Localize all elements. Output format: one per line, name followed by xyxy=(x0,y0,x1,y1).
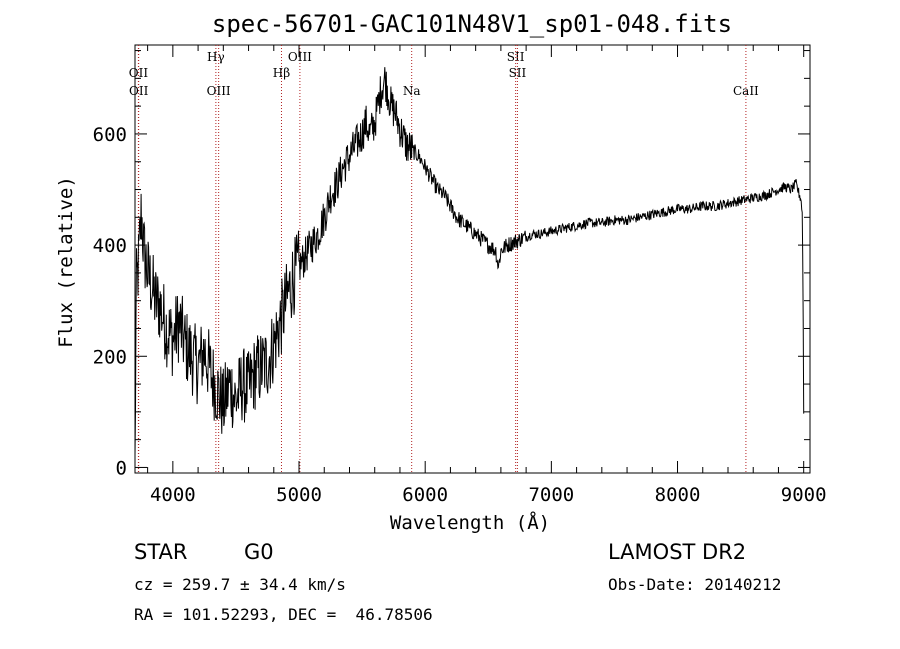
spectral-line-label: Na xyxy=(403,84,421,98)
x-tick-label: 9000 xyxy=(781,484,827,506)
spectral-line-label: CaII xyxy=(733,84,759,98)
survey-name: LAMOST DR2 xyxy=(608,540,747,564)
y-tick-label: 0 xyxy=(116,457,127,479)
x-tick-label: 8000 xyxy=(655,484,701,506)
obs-date: Obs-Date: 20140212 xyxy=(608,575,782,594)
x-tick-label: 7000 xyxy=(528,484,574,506)
x-axis-label: Wavelength (Å) xyxy=(390,511,550,534)
spectral-line-label: Hγ xyxy=(207,50,225,64)
x-tick-label: 5000 xyxy=(276,484,322,506)
spectral-line-label: OIII xyxy=(207,84,231,98)
spectral-line-label: SII xyxy=(507,50,525,64)
coordinates: RA = 101.52293, DEC = 46.78506 xyxy=(134,605,433,624)
object-class: STAR xyxy=(134,540,188,564)
object-subclass: G0 xyxy=(244,540,274,564)
spectral-line-label: Hβ xyxy=(273,66,290,80)
spectral-line-label: OIII xyxy=(288,50,312,64)
plot-frame xyxy=(134,44,811,474)
axis-ticks: 4000 5000 6000 7000 8000 9000 0 200 400 600 xyxy=(93,45,827,506)
y-tick-label: 400 xyxy=(93,235,127,257)
spectral-line-label: SII xyxy=(509,66,527,80)
x-tick-label: 6000 xyxy=(402,484,448,506)
y-tick-label: 600 xyxy=(93,124,127,146)
y-axis-label: Flux (relative) xyxy=(55,176,77,348)
spectrum-series xyxy=(134,67,805,456)
chart-title: spec-56701-GAC101N48V1_sp01-048.fits xyxy=(212,10,732,38)
redshift-text: cz = 259.7 ± 34.4 km/s xyxy=(134,575,346,594)
spectral-line-label: OII xyxy=(129,84,149,98)
y-tick-label: 200 xyxy=(93,346,127,368)
x-tick-label: 4000 xyxy=(150,484,196,506)
spectrum-line xyxy=(134,67,805,456)
